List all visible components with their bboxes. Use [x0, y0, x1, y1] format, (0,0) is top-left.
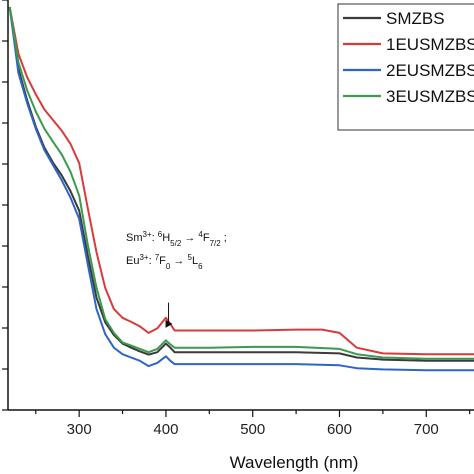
legend-label-smzbs: SMZBS [386, 9, 445, 28]
legend-label-3eusmzbs: 3EUSMZBS [386, 87, 474, 106]
series-line-1eusmzbs [8, 6, 474, 356]
x-axis-ticks: 300 400 500 600 700 [35, 410, 471, 438]
legend-label-2eusmzbs: 2EUSMZBS [386, 61, 474, 80]
x-tick-label-300: 300 [67, 421, 92, 438]
y-axis-ticks [2, 0, 8, 411]
x-tick-label-700: 700 [414, 421, 439, 438]
series-line-2eusmzbs [8, 6, 474, 372]
x-tick-label-600: 600 [327, 421, 352, 438]
series-line-smzbs [8, 6, 474, 362]
legend: SMZBS 1EUSMZBS 2EUSMZBS 3EUSMZBS [337, 3, 474, 131]
x-tick-label-500: 500 [240, 421, 265, 438]
transition-annotation: Sm3+: 6H5/2 → 4F7/2 ; Eu3+: 7F0 → 5L6 [126, 230, 227, 328]
legend-box [337, 3, 474, 131]
legend-label-1eusmzbs: 1EUSMZBS [386, 35, 474, 54]
x-axis-title: Wavelength (nm) [230, 453, 359, 472]
x-tick-label-400: 400 [153, 421, 178, 438]
series-layer [8, 6, 474, 372]
series-line-3eusmzbs [8, 6, 474, 360]
annotation-line-eu: Eu3+: 7F0 → 5L6 [126, 253, 203, 271]
annotation-line-sm: Sm3+: 6H5/2 → 4F7/2 ; [126, 230, 227, 248]
